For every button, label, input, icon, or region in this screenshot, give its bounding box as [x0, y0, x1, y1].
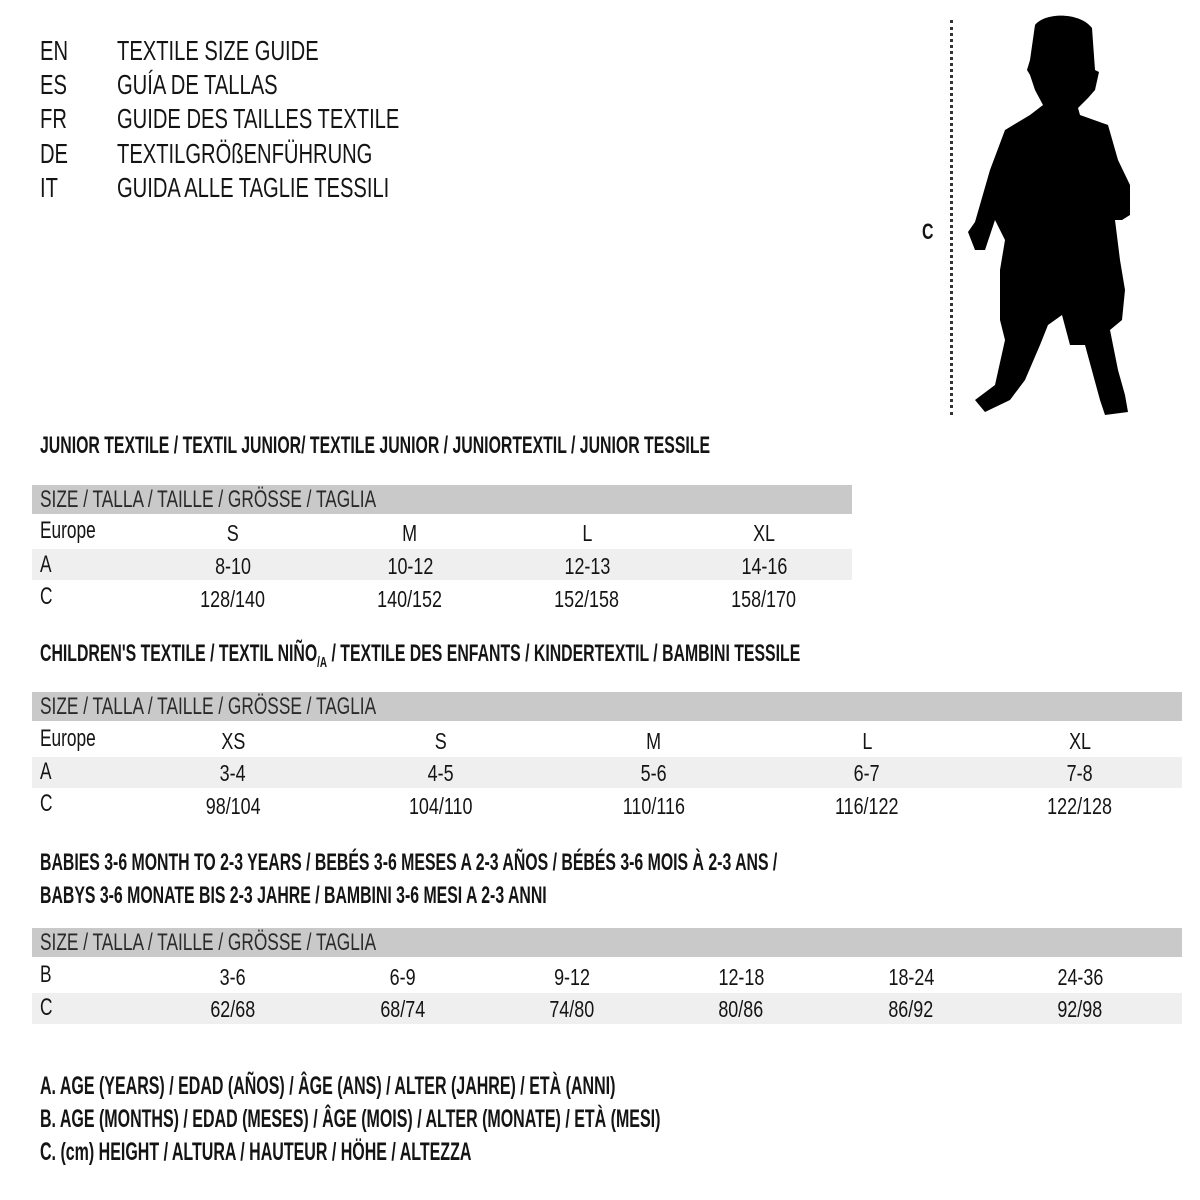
lang-code-de: DE: [40, 138, 69, 169]
table-cell: 158/170: [731, 586, 797, 612]
children-header: SIZE / TALLA / TAILLE / GRÖSSE / TAGLIA: [40, 693, 377, 720]
table-cell: M: [646, 728, 662, 754]
table-cell: S: [435, 728, 447, 754]
table-cell: 122/128: [1047, 793, 1113, 819]
table-cell: 128/140: [200, 586, 266, 612]
junior-heading: JUNIOR TEXTILE / TEXTIL JUNIOR/ TEXTILE …: [40, 432, 711, 459]
table-cell: 4-5: [428, 760, 454, 786]
table-cell: 12-13: [564, 553, 610, 579]
table-cell: 92/98: [1057, 996, 1103, 1022]
table-cell: 6-9: [390, 964, 416, 990]
table-cell: L: [862, 728, 872, 754]
table-cell: XS: [221, 728, 245, 754]
table-cell: 104/110: [409, 793, 473, 819]
row-label: C: [40, 994, 53, 1021]
table-cell: 68/74: [380, 996, 426, 1022]
lang-title-es: GUÍA DE TALLAS: [117, 69, 278, 100]
junior-header: SIZE / TALLA / TAILLE / GRÖSSE / TAGLIA: [40, 486, 377, 513]
table-cell: 18-24: [888, 964, 934, 990]
row-label: Europe: [40, 725, 96, 752]
table-cell: 8-10: [215, 553, 251, 579]
table-cell: 3-4: [220, 760, 246, 786]
table-cell: 24-36: [1057, 964, 1103, 990]
table-cell: 14-16: [741, 553, 787, 579]
legend-b: B. AGE (MONTHS) / EDAD (MESES) / ÂGE (MO…: [40, 1105, 661, 1133]
row-label: A: [40, 551, 52, 578]
lang-title-it: GUIDA ALLE TAGLIE TESSILI: [117, 172, 390, 203]
babies-header-bar: SIZE / TALLA / TAILLE / GRÖSSE / TAGLIA: [32, 928, 1182, 957]
lang-title-en: TEXTILE SIZE GUIDE: [117, 35, 319, 66]
table-cell: M: [402, 520, 418, 546]
table-cell: 7-8: [1067, 760, 1093, 786]
babies-header: SIZE / TALLA / TAILLE / GRÖSSE / TAGLIA: [40, 929, 377, 956]
children-heading: CHILDREN'S TEXTILE / TEXTIL NIÑO/A / TEX…: [40, 640, 801, 671]
row-label: C: [40, 583, 53, 610]
row-label: A: [40, 758, 52, 785]
child-silhouette-icon: [968, 15, 1130, 415]
lang-code-en: EN: [40, 35, 69, 66]
babies-heading-line2: BABYS 3-6 MONATE BIS 2-3 JAHRE / BAMBINI…: [40, 882, 547, 909]
table-cell: 6-7: [854, 760, 880, 786]
legend-c: C. (cm) HEIGHT / ALTURA / HAUTEUR / HÖHE…: [40, 1138, 472, 1166]
table-cell: L: [582, 520, 592, 546]
table-cell: 98/104: [205, 793, 261, 819]
table-cell: 10-12: [387, 553, 433, 579]
lang-title-fr: GUIDE DES TAILLES TEXTILE: [117, 103, 400, 134]
row-label: C: [40, 790, 53, 817]
table-cell: 110/116: [622, 793, 686, 819]
legend-a: A. AGE (YEARS) / EDAD (AÑOS) / ÂGE (ANS)…: [40, 1072, 616, 1100]
table-cell: XL: [753, 520, 775, 546]
babies-heading-line1: BABIES 3-6 MONTH TO 2-3 YEARS / BEBÉS 3-…: [40, 849, 778, 876]
row-label: Europe: [40, 517, 96, 544]
junior-row-band: [32, 549, 852, 580]
table-cell: 116/122: [835, 793, 899, 819]
children-header-bar: SIZE / TALLA / TAILLE / GRÖSSE / TAGLIA: [32, 692, 1182, 721]
table-cell: 3-6: [220, 964, 246, 990]
table-cell: 12-18: [718, 964, 764, 990]
table-cell: S: [227, 520, 239, 546]
table-cell: 5-6: [641, 760, 667, 786]
table-cell: 9-12: [554, 964, 590, 990]
table-cell: 74/80: [549, 996, 595, 1022]
lang-code-fr: FR: [40, 103, 67, 134]
table-cell: 86/92: [888, 996, 934, 1022]
lang-code-it: IT: [40, 172, 58, 203]
table-cell: 62/68: [210, 996, 256, 1022]
lang-code-es: ES: [40, 69, 67, 100]
table-cell: 152/158: [554, 586, 620, 612]
junior-header-bar: SIZE / TALLA / TAILLE / GRÖSSE / TAGLIA: [32, 485, 852, 514]
babies-row-band: [32, 993, 1182, 1024]
table-cell: 140/152: [377, 586, 443, 612]
lang-title-de: TEXTILGRÖßENFÜHRUNG: [117, 138, 373, 169]
table-cell: XL: [1069, 728, 1091, 754]
height-measure-label: C: [922, 219, 934, 244]
children-row-band: [32, 757, 1182, 788]
height-measure-line: [950, 20, 953, 415]
row-label: B: [40, 961, 52, 988]
table-cell: 80/86: [718, 996, 764, 1022]
